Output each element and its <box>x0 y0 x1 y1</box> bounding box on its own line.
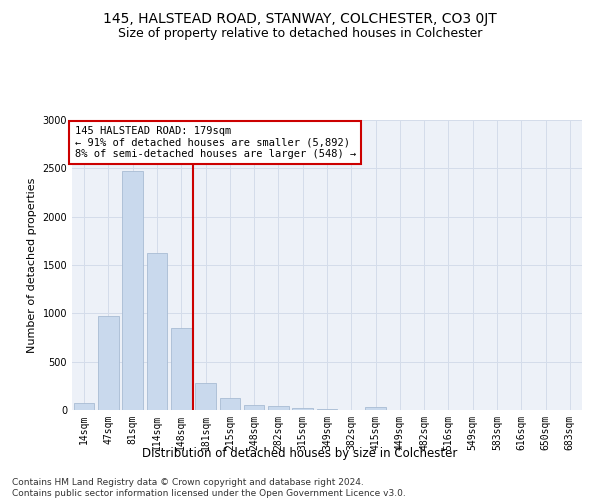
Bar <box>365 406 386 410</box>
Y-axis label: Number of detached properties: Number of detached properties <box>27 178 37 352</box>
Bar <box>268 406 289 410</box>
Bar <box>98 316 119 410</box>
Bar <box>292 408 313 410</box>
Bar <box>171 328 191 410</box>
Text: 145, HALSTEAD ROAD, STANWAY, COLCHESTER, CO3 0JT: 145, HALSTEAD ROAD, STANWAY, COLCHESTER,… <box>103 12 497 26</box>
Bar <box>317 408 337 410</box>
Text: Contains HM Land Registry data © Crown copyright and database right 2024.
Contai: Contains HM Land Registry data © Crown c… <box>12 478 406 498</box>
Bar <box>220 398 240 410</box>
Bar <box>74 403 94 410</box>
Text: Size of property relative to detached houses in Colchester: Size of property relative to detached ho… <box>118 28 482 40</box>
Bar <box>122 171 143 410</box>
Bar <box>146 253 167 410</box>
Text: 145 HALSTEAD ROAD: 179sqm
← 91% of detached houses are smaller (5,892)
8% of sem: 145 HALSTEAD ROAD: 179sqm ← 91% of detac… <box>74 126 356 159</box>
Bar <box>195 384 216 410</box>
Text: Distribution of detached houses by size in Colchester: Distribution of detached houses by size … <box>142 448 458 460</box>
Bar <box>244 405 265 410</box>
